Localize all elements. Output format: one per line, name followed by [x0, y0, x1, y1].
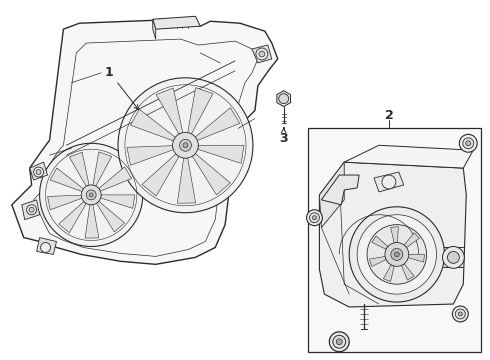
Circle shape: [279, 94, 289, 104]
Polygon shape: [59, 202, 86, 233]
Circle shape: [259, 51, 265, 57]
Polygon shape: [192, 154, 230, 195]
Circle shape: [89, 193, 93, 197]
Circle shape: [447, 251, 459, 264]
Polygon shape: [319, 162, 466, 307]
Polygon shape: [408, 255, 425, 262]
Polygon shape: [93, 152, 112, 186]
Polygon shape: [369, 256, 386, 266]
Polygon shape: [70, 152, 89, 186]
Circle shape: [29, 207, 34, 212]
Circle shape: [40, 143, 143, 247]
Circle shape: [367, 225, 427, 284]
Circle shape: [349, 207, 444, 302]
Polygon shape: [97, 201, 124, 232]
Polygon shape: [142, 154, 179, 196]
Circle shape: [86, 190, 96, 200]
Polygon shape: [319, 162, 344, 228]
Circle shape: [41, 243, 50, 252]
Circle shape: [442, 247, 465, 268]
Text: 1: 1: [105, 66, 113, 79]
Circle shape: [385, 243, 409, 266]
Circle shape: [310, 213, 319, 223]
Polygon shape: [277, 91, 291, 107]
Polygon shape: [22, 200, 40, 220]
Polygon shape: [372, 236, 388, 249]
Circle shape: [172, 132, 198, 158]
Circle shape: [34, 167, 44, 177]
Polygon shape: [50, 168, 83, 192]
Polygon shape: [30, 162, 48, 180]
Circle shape: [313, 216, 317, 220]
Circle shape: [256, 48, 268, 60]
Polygon shape: [177, 158, 196, 203]
Polygon shape: [404, 233, 419, 248]
Polygon shape: [130, 109, 175, 141]
Polygon shape: [37, 238, 56, 255]
Polygon shape: [156, 88, 183, 134]
Polygon shape: [374, 172, 404, 192]
Polygon shape: [196, 108, 240, 140]
Circle shape: [391, 248, 403, 260]
Circle shape: [394, 252, 399, 257]
Polygon shape: [85, 204, 99, 238]
Polygon shape: [401, 264, 414, 280]
Circle shape: [329, 332, 349, 352]
Circle shape: [179, 139, 192, 151]
Circle shape: [26, 205, 37, 215]
Polygon shape: [12, 19, 278, 264]
Circle shape: [466, 141, 471, 146]
Polygon shape: [127, 146, 173, 165]
Circle shape: [307, 210, 322, 226]
Polygon shape: [99, 167, 132, 191]
Polygon shape: [188, 87, 213, 134]
Text: 3: 3: [279, 132, 288, 145]
Polygon shape: [153, 16, 200, 29]
Circle shape: [455, 309, 466, 319]
Circle shape: [458, 312, 462, 316]
Text: 2: 2: [385, 109, 393, 122]
Polygon shape: [100, 195, 135, 208]
Circle shape: [333, 335, 346, 348]
Polygon shape: [252, 45, 272, 63]
Circle shape: [336, 339, 342, 345]
Bar: [308, 129, 481, 352]
Polygon shape: [321, 175, 359, 205]
Circle shape: [463, 138, 474, 149]
Circle shape: [357, 215, 437, 294]
Circle shape: [36, 170, 41, 175]
Circle shape: [459, 134, 477, 152]
Circle shape: [452, 306, 468, 322]
Circle shape: [382, 175, 396, 189]
Circle shape: [81, 185, 101, 205]
Polygon shape: [198, 145, 244, 163]
Circle shape: [183, 143, 188, 148]
Polygon shape: [344, 145, 473, 168]
Polygon shape: [383, 265, 394, 282]
Polygon shape: [153, 19, 156, 39]
Polygon shape: [48, 195, 82, 210]
Polygon shape: [391, 227, 398, 243]
Circle shape: [118, 78, 253, 213]
